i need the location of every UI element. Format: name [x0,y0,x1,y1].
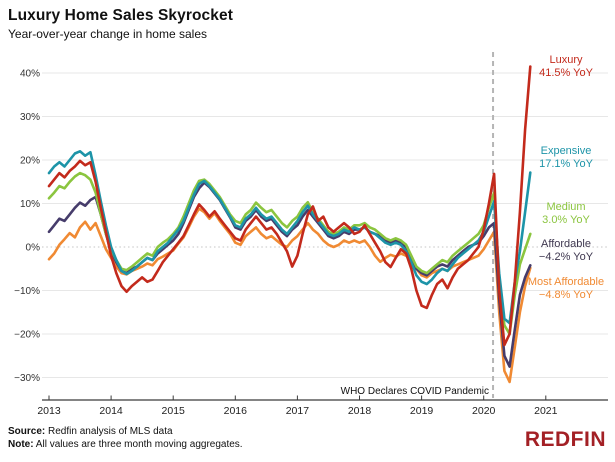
series-name: Medium [546,201,586,213]
source-text: Redfin analysis of MLS data [48,426,173,437]
chart-subtitle: Year-over-year change in home sales [8,27,208,41]
series-label-luxury: Luxury 41.5% YoY [520,54,612,80]
y-axis-tick-label: 40% [20,69,40,80]
series-name: Most Affordable [527,276,605,288]
note-label: Note: [8,438,34,450]
series-name: Affordable [541,238,591,250]
series-yoy-value: −4.2% YoY [538,251,594,263]
x-axis-tick-label: 2017 [286,405,310,417]
series-line-luxury [47,65,532,347]
x-axis-tick-label: 2014 [99,405,123,417]
redfin-logo: REDFIN [524,428,606,451]
series-line-affordable [47,181,532,368]
note-text: All values are three month moving aggreg… [35,438,243,450]
covid-annotation: WHO Declares COVID Pandemic [340,386,489,397]
y-axis-tick-label: 20% [20,156,40,167]
source-note: Source: Redfin analysis of MLS data [8,426,243,439]
y-axis-tick-label: −10% [14,286,40,297]
method-note: Note: All values are three month moving … [8,439,243,452]
series-name: Luxury [549,54,583,66]
series-label-most-affordable: Most Affordable −4.8% YoY [520,276,612,302]
y-axis-tick-label: 10% [20,199,40,210]
y-axis-tick-label: 30% [20,112,40,123]
series-yoy-value: 41.5% YoY [539,67,593,79]
series-line-medium [47,171,532,336]
x-axis-tick-label: 2020 [472,405,496,417]
series-line-expensive [47,150,532,325]
y-axis-tick-label: −30% [14,373,40,384]
x-axis-tick-label: 2019 [410,405,434,417]
x-axis-tick-label: 2013 [37,405,61,417]
x-axis-tick-label: 2015 [162,405,186,417]
series-label-medium: Medium 3.0% YoY [520,201,612,227]
source-label: Source: [8,426,46,437]
series-name: Expensive [540,145,592,157]
y-axis-tick-label: −20% [14,330,40,341]
x-axis-tick-label: 2021 [534,405,558,417]
x-axis-tick-label: 2018 [348,405,372,417]
footnotes: Source: Redfin analysis of MLS data Note… [8,426,243,451]
series-yoy-value: −4.8% YoY [538,289,594,301]
series-label-affordable: Affordable −4.2% YoY [520,238,612,264]
series-yoy-value: 17.1% YoY [539,158,593,170]
x-axis-tick-label: 2016 [224,405,248,417]
page-title: Luxury Home Sales Skyrocket [8,7,233,24]
series-label-expensive: Expensive 17.1% YoY [520,145,612,171]
series-yoy-value: 3.0% YoY [542,214,590,226]
y-axis-tick-label: 0% [26,243,41,254]
